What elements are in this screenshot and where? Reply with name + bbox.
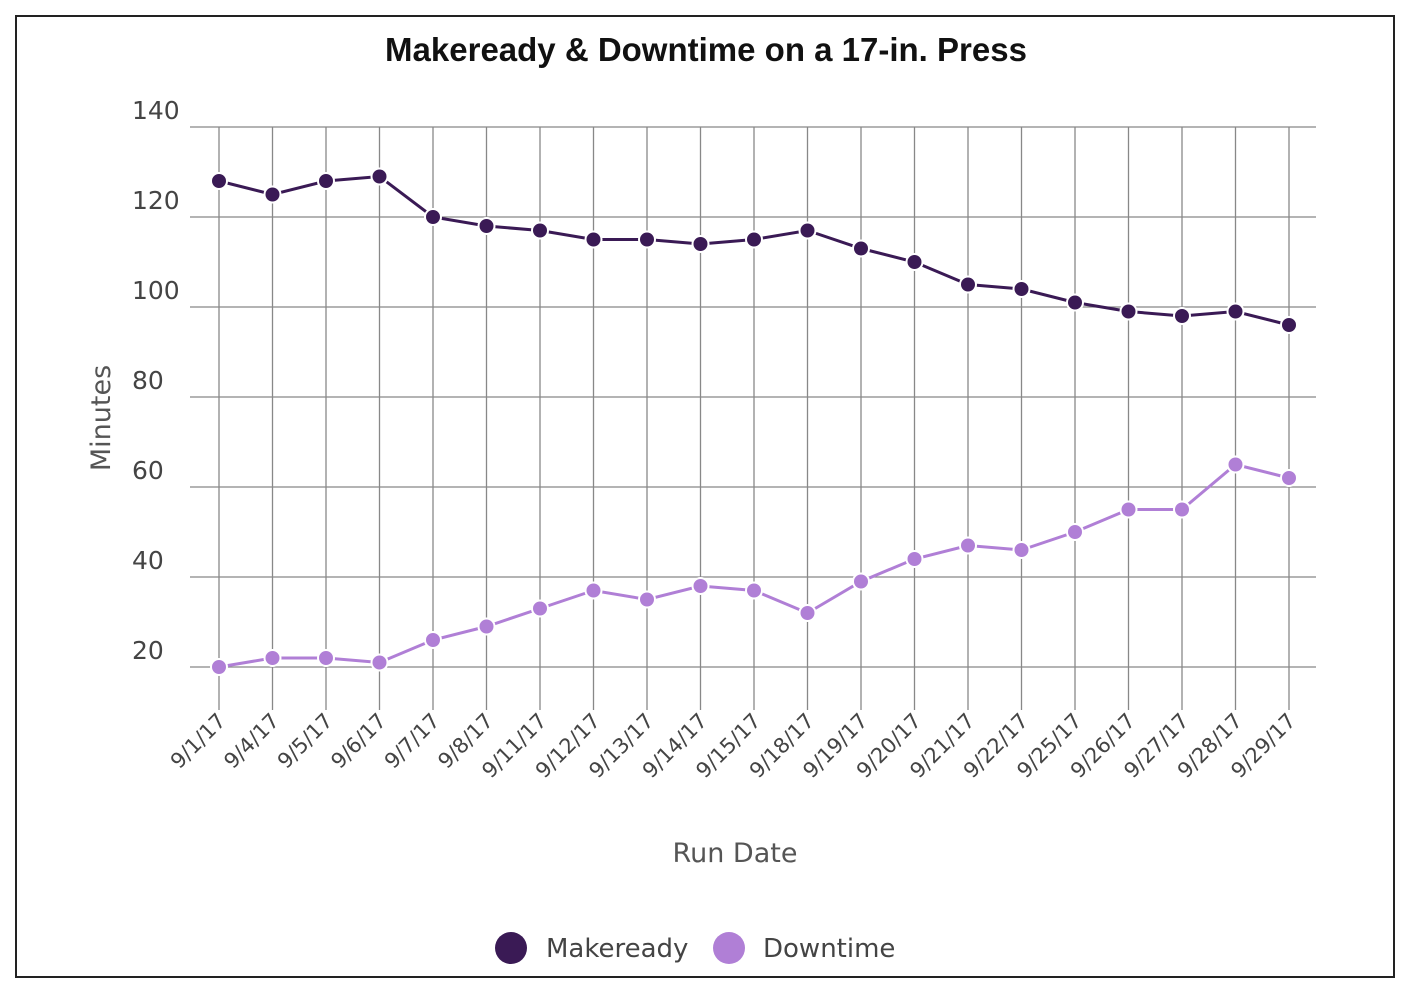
y-tick-label: 80	[132, 366, 164, 395]
data-point-downtime	[638, 590, 656, 609]
data-point-downtime	[852, 572, 870, 591]
chart-frame	[15, 15, 1395, 978]
data-point-makeready	[1066, 293, 1084, 312]
x-tick-label: 9/1/17	[166, 709, 231, 774]
data-point-downtime	[1066, 523, 1084, 541]
data-point-downtime	[905, 550, 924, 568]
data-point-makeready	[905, 253, 924, 271]
data-point-makeready	[1119, 302, 1138, 321]
x-tick-label: 9/5/17	[273, 709, 338, 774]
data-point-makeready	[477, 217, 496, 235]
grid	[190, 126, 1316, 710]
y-tick-label: 100	[132, 276, 180, 305]
data-point-downtime	[210, 658, 228, 676]
y-tick-label: 120	[132, 186, 180, 215]
legend-marker-makeready	[495, 932, 527, 964]
data-point-makeready	[531, 221, 549, 240]
data-point-makeready	[210, 172, 228, 190]
legend-label-downtime: Downtime	[763, 934, 895, 964]
x-axis-label: Run Date	[673, 838, 798, 869]
data-point-makeready	[263, 185, 282, 204]
y-tick-label: 60	[132, 456, 164, 485]
data-point-makeready	[370, 167, 389, 186]
data-point-downtime	[959, 536, 977, 555]
data-point-makeready	[691, 235, 710, 253]
y-axis-ticks: 20 40 60 80 100 120 140	[132, 96, 180, 665]
data-point-downtime	[691, 577, 710, 595]
data-point-makeready	[424, 208, 442, 226]
data-point-makeready	[852, 239, 870, 258]
data-point-downtime	[370, 653, 389, 672]
data-point-downtime	[531, 599, 549, 618]
data-point-makeready	[584, 230, 603, 249]
data-point-makeready	[959, 275, 977, 294]
chart-title: Makeready & Downtime on a 17-in. Press	[385, 31, 1027, 68]
data-point-makeready	[317, 172, 335, 190]
data-point-downtime	[424, 631, 442, 649]
data-point-makeready	[1173, 307, 1191, 325]
data-point-downtime	[1173, 500, 1191, 519]
y-tick-label: 140	[132, 96, 180, 125]
data-point-downtime	[1119, 500, 1138, 519]
x-axis-ticks: 9/1/179/4/179/5/179/6/179/7/179/8/179/11…	[166, 709, 1301, 783]
y-axis-label: Minutes	[86, 365, 117, 471]
legend: Makeready Downtime	[495, 932, 895, 964]
y-tick-label: 20	[132, 636, 164, 665]
y-tick-label: 40	[132, 546, 164, 575]
data-point-makeready	[745, 230, 763, 249]
data-point-downtime	[477, 617, 496, 636]
data-point-makeready	[798, 221, 817, 240]
data-point-makeready	[1012, 280, 1031, 298]
data-point-makeready	[1226, 302, 1245, 321]
data-point-makeready	[1280, 316, 1298, 334]
data-point-downtime	[263, 649, 282, 667]
data-point-downtime	[798, 604, 817, 622]
data-point-downtime	[1226, 455, 1245, 474]
x-tick-label: 9/6/17	[326, 709, 391, 774]
data-point-makeready	[638, 230, 656, 249]
data-point-downtime	[745, 581, 763, 600]
x-tick-label: 9/7/17	[380, 709, 445, 774]
data-point-downtime	[584, 581, 603, 600]
data-point-downtime	[1012, 541, 1031, 559]
data-point-downtime	[1280, 469, 1298, 487]
data-point-downtime	[317, 649, 335, 667]
x-tick-label: 9/4/17	[219, 709, 284, 774]
legend-label-makeready: Makeready	[546, 934, 688, 964]
series-group	[210, 167, 1298, 676]
legend-marker-downtime	[713, 932, 745, 964]
